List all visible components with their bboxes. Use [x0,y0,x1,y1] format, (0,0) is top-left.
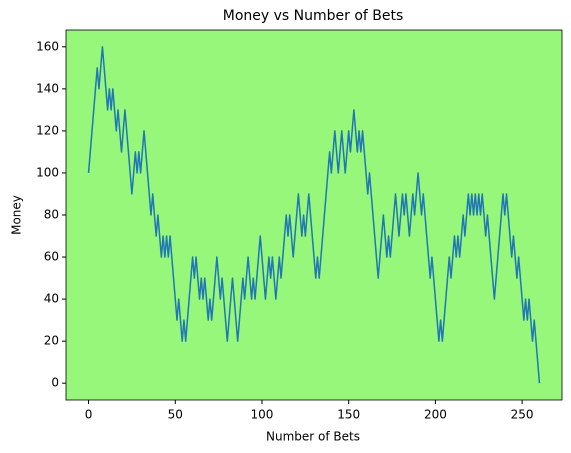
x-axis-label: Number of Bets [266,430,360,444]
x-tick-label: 250 [511,408,534,422]
plot-frame [65,29,563,401]
y-tick-label: 60 [44,250,59,264]
y-tick-label: 160 [36,39,59,53]
chart-title: Money vs Number of Bets [223,8,404,24]
x-tick-label: 100 [251,408,274,422]
line-series [87,46,541,384]
x-tick-label: 0 [85,408,93,422]
y-axis-label: Money [10,195,24,235]
x-tick-label: 50 [168,408,183,422]
y-tick-label: 80 [44,208,59,222]
plot-area [66,30,562,400]
y-tick-label: 140 [36,81,59,95]
y-tick-label: 0 [51,376,59,390]
x-tick-label: 200 [424,408,447,422]
y-tick-label: 100 [36,165,59,179]
y-tick-label: 20 [44,334,59,348]
y-tick-label: 120 [36,123,59,137]
y-tick-label: 40 [44,292,59,306]
x-tick-label: 150 [337,408,360,422]
